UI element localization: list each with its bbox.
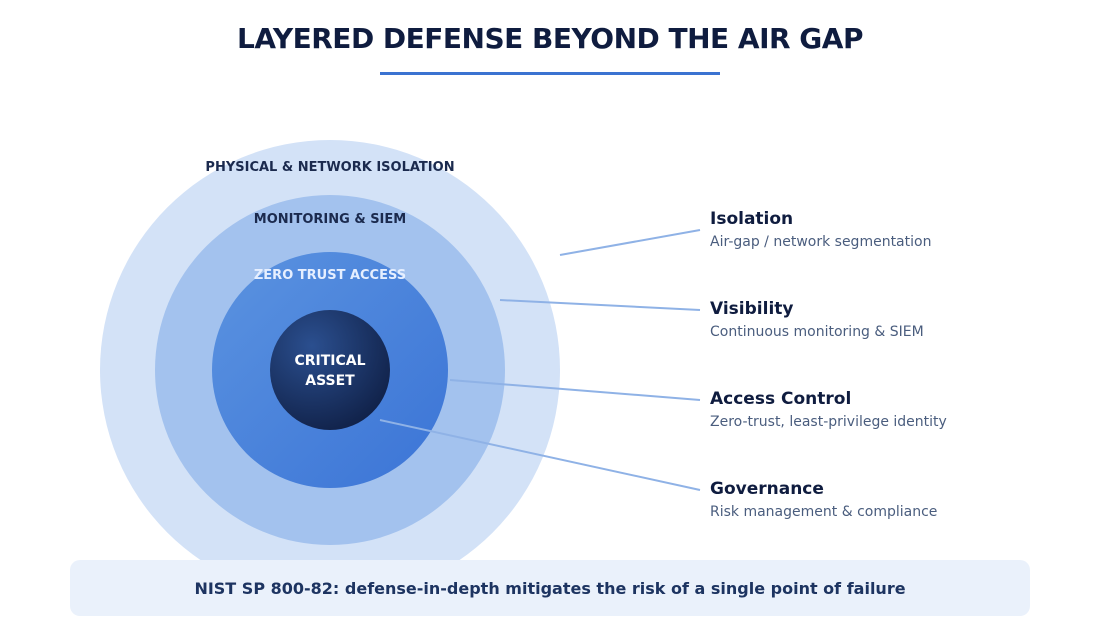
- legend-desc: Zero-trust, least-privilege identity: [710, 414, 947, 430]
- core-label-line1: CRITICAL: [294, 353, 365, 369]
- legend-desc: Continuous monitoring & SIEM: [710, 324, 924, 340]
- legend-title: Isolation: [710, 209, 794, 229]
- legend-item-visibility: Visibility Continuous monitoring & SIEM: [710, 298, 1070, 343]
- leader-line-isolation: [559, 229, 701, 256]
- legend-title: Governance: [710, 479, 824, 499]
- ring-label-isolation: PHYSICAL & NETWORK ISOLATION: [205, 160, 454, 175]
- legend-title: Visibility: [710, 299, 794, 319]
- diagram-title: LAYERED DEFENSE BEYOND THE AIR GAP: [237, 22, 863, 55]
- ring-label-zero-trust: ZERO TRUST ACCESS: [254, 268, 406, 283]
- legend-title: Access Control: [710, 389, 852, 409]
- legend-item-governance: Governance Risk management & compliance: [710, 478, 1070, 523]
- leader-line-access-control: [449, 379, 701, 401]
- legend-item-access-control: Access Control Zero-trust, least-privile…: [710, 388, 1070, 433]
- legend-item-isolation: Isolation Air-gap / network segmentation: [710, 208, 1070, 253]
- leader-line-visibility: [499, 299, 701, 311]
- core-label-line2: ASSET: [305, 373, 355, 389]
- footer-callout: NIST SP 800-82: defense-in-depth mitigat…: [70, 560, 1030, 616]
- ring-core: [270, 310, 390, 430]
- title-underline: [380, 72, 720, 75]
- leader-line-governance: [379, 419, 701, 491]
- footer-text: NIST SP 800-82: defense-in-depth mitigat…: [194, 578, 906, 598]
- legend-desc: Air-gap / network segmentation: [710, 234, 932, 250]
- ring-label-monitoring: MONITORING & SIEM: [254, 212, 406, 227]
- legend-desc: Risk management & compliance: [710, 504, 938, 520]
